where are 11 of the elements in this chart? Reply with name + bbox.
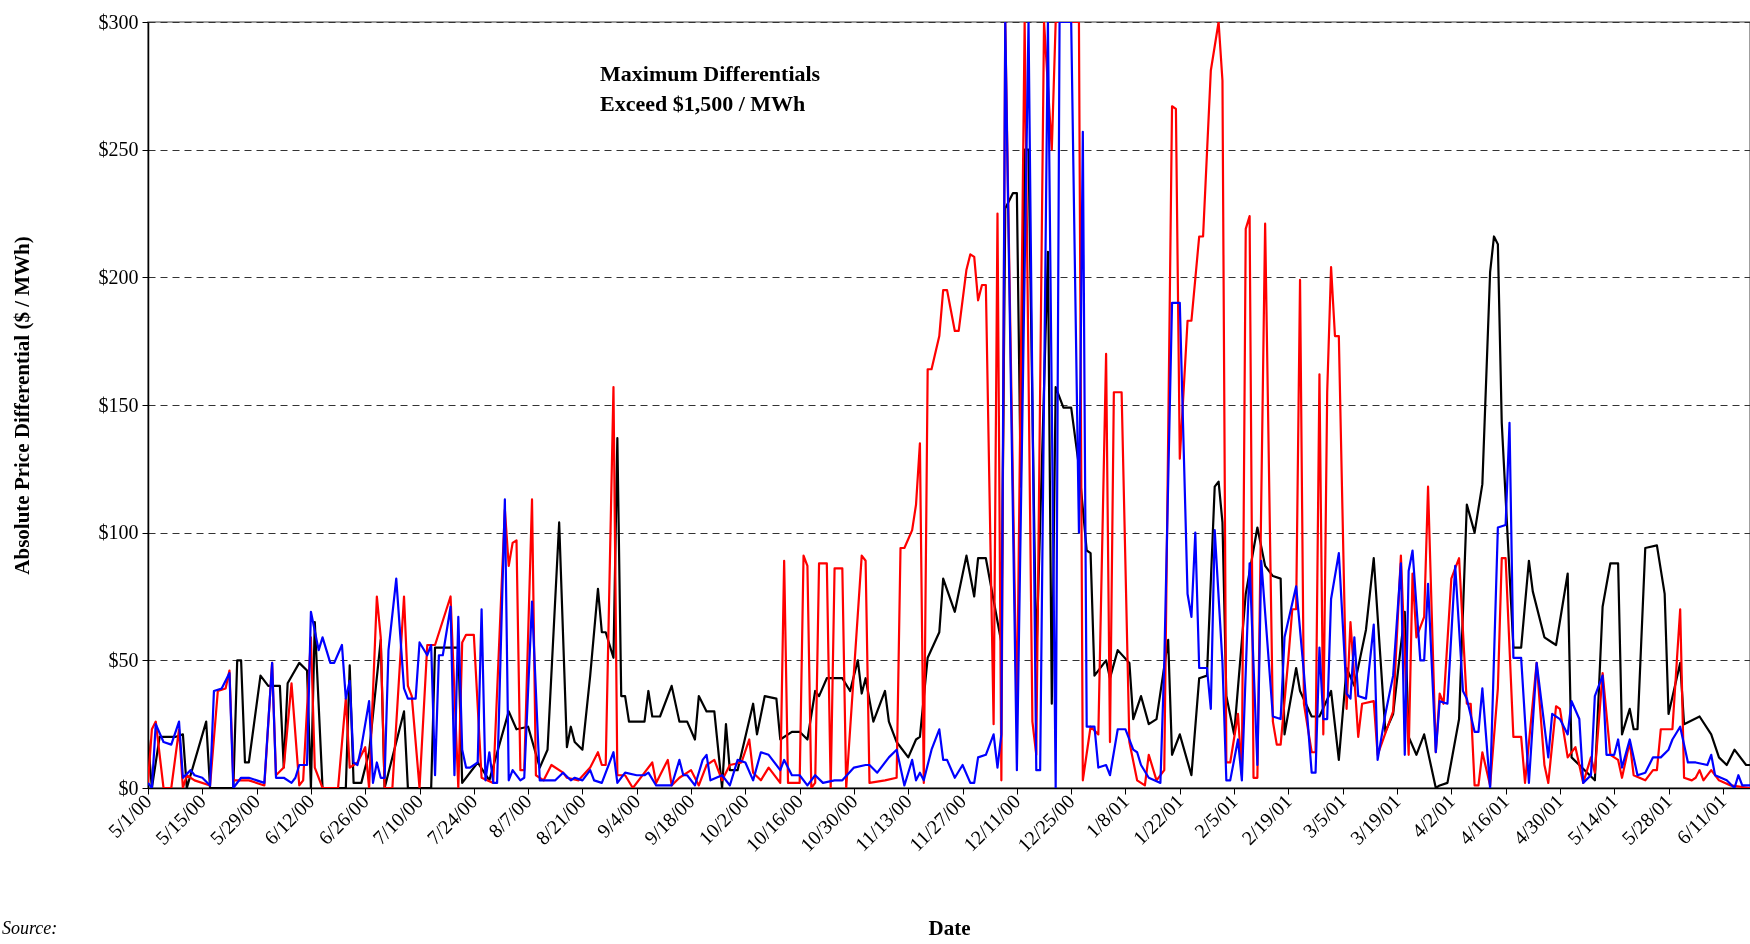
y-axis-title: Absolute Price Differential ($ / MWh): [9, 236, 34, 575]
x-axis-title: Date: [928, 915, 971, 940]
annotation: Maximum Differentials Exceed $1,500 / MWh: [600, 61, 821, 116]
y-tick-label: $200: [98, 265, 139, 288]
y-tick-label: $0: [118, 776, 139, 799]
source-note: Source:: [2, 918, 58, 938]
y-tick-label: $50: [108, 648, 139, 671]
y-tick-label: $300: [98, 10, 139, 33]
y-tick-label: $250: [98, 138, 139, 161]
y-tick-label: $150: [98, 393, 139, 416]
y-tick-label: $100: [98, 521, 139, 544]
